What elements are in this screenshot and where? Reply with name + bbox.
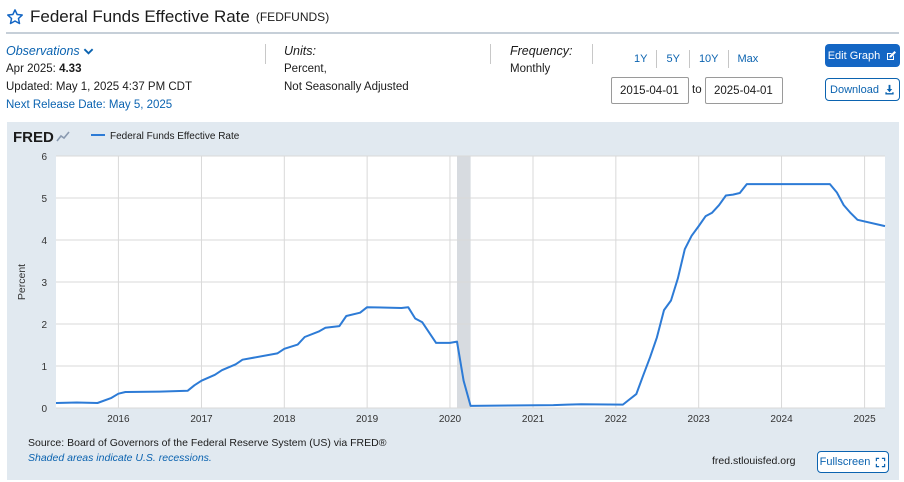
download-button[interactable]: Download [825, 78, 900, 101]
frequency-value: Monthly [510, 63, 551, 75]
fred-logo-text: FRED [13, 129, 54, 146]
to-label: to [692, 84, 702, 96]
x-tick-label: 2018 [273, 414, 296, 425]
fullscreen-icon [876, 457, 886, 467]
page-title: Federal Funds Effective Rate [30, 7, 250, 26]
fullscreen-button[interactable]: Fullscreen [817, 451, 889, 473]
units-line1: Percent, [284, 63, 327, 75]
fullscreen-label: Fullscreen [819, 456, 871, 468]
legend-label[interactable]: Federal Funds Effective Rate [110, 131, 240, 142]
fred-url[interactable]: fred.stlouisfed.org [712, 455, 796, 467]
divider [265, 44, 266, 64]
source-text: Source: Board of Governors of the Federa… [28, 437, 387, 449]
next-release-link[interactable]: Next Release Date: May 5, 2025 [6, 99, 173, 111]
x-tick-label: 2016 [107, 414, 130, 425]
edit-graph-button[interactable]: Edit Graph [825, 44, 900, 67]
star-icon[interactable] [6, 8, 24, 26]
fred-logo: FRED [13, 129, 70, 146]
range-10y[interactable]: 10Y [698, 53, 719, 65]
observations-panel: Observations Apr 2025: 4.33 Updated: May… [6, 42, 192, 114]
units-label: Units: [284, 44, 316, 58]
y-tick-label: 6 [41, 152, 47, 163]
updated-text: Updated: May 1, 2025 4:37 PM CDT [6, 81, 193, 93]
y-axis: 0 1 2 3 4 5 6 [41, 152, 47, 415]
title-row: Federal Funds Effective Rate (FEDFUNDS) [6, 6, 329, 28]
x-tick-label: 2023 [688, 414, 711, 425]
chevron-down-icon [83, 48, 93, 55]
observations-label: Observations [6, 44, 80, 58]
chart-panel: FRED Federal Funds Effective Rate 0 1 2 3 4 5… [7, 122, 899, 480]
units-line2: Not Seasonally Adjusted [284, 81, 409, 93]
start-date-input[interactable] [611, 77, 689, 104]
y-tick-label: 3 [41, 278, 47, 289]
observation-value: 4.33 [59, 63, 82, 75]
observation-period: Apr 2025: [6, 63, 56, 75]
edit-icon [887, 50, 897, 60]
range-separator [727, 50, 729, 68]
range-selector: 1Y 5Y 10Y Max [625, 50, 767, 68]
fred-logo-mark [56, 131, 70, 142]
range-separator [688, 50, 690, 68]
divider [592, 44, 593, 64]
frequency-label: Frequency: [510, 44, 573, 58]
latest-observation: Apr 2025: 4.33 [6, 60, 192, 78]
range-1y[interactable]: 1Y [634, 53, 648, 65]
y-tick-label: 0 [41, 404, 47, 415]
line-chart: FRED Federal Funds Effective Rate 0 1 2 3 4 5… [13, 129, 886, 425]
x-tick-label: 2022 [605, 414, 628, 425]
y-tick-label: 1 [41, 362, 47, 373]
frequency-panel: Frequency: Monthly [510, 42, 573, 78]
x-tick-label: 2025 [853, 414, 876, 425]
y-tick-label: 4 [41, 236, 47, 247]
series-id: (FEDFUNDS) [255, 10, 330, 24]
range-separator [656, 50, 658, 68]
range-max[interactable]: Max [737, 53, 759, 65]
divider [490, 44, 491, 64]
grid [56, 155, 885, 409]
observations-toggle[interactable]: Observations [6, 42, 192, 60]
x-tick-label: 2024 [770, 414, 793, 425]
x-tick-label: 2021 [522, 414, 545, 425]
x-axis: 2016 2017 2018 2019 2020 2021 2022 2023 2024 2025 [107, 414, 876, 425]
download-icon [885, 84, 894, 95]
y-tick-label: 2 [41, 320, 47, 331]
series-line[interactable] [55, 183, 886, 407]
series [55, 183, 886, 407]
edit-graph-label: Edit Graph [827, 49, 881, 62]
y-tick-label: 5 [41, 194, 47, 205]
units-panel: Units: Percent, Not Seasonally Adjusted [284, 42, 409, 96]
download-label: Download [830, 83, 879, 96]
x-tick-label: 2017 [190, 414, 213, 425]
y-axis-label: Percent [16, 264, 28, 300]
x-tick-label: 2019 [356, 414, 379, 425]
end-date-input[interactable] [705, 77, 783, 104]
range-5y[interactable]: 5Y [666, 53, 680, 65]
recession-note-link[interactable]: Shaded areas indicate U.S. recessions. [28, 452, 212, 464]
title-divider [6, 32, 899, 34]
x-tick-label: 2020 [439, 414, 462, 425]
